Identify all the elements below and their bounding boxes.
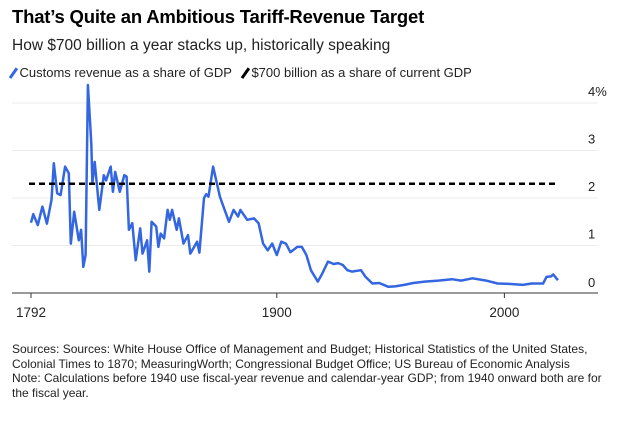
note-text: Note: Calculations before 1940 use fisca… <box>12 371 602 400</box>
legend-item-customs: Customs revenue as a share of GDP <box>8 65 232 80</box>
x-tick-label: 1792 <box>16 305 46 320</box>
y-tick-label: 0 <box>588 275 595 290</box>
chart-subtitle: How $700 billion a year stacks up, histo… <box>12 37 391 54</box>
legend: Customs revenue as a share of GDP $700 b… <box>8 65 472 80</box>
x-tick-label: 1900 <box>262 305 292 320</box>
line-chart: 4% 3 2 1 0 1792 1900 2000 <box>12 83 607 320</box>
customs-revenue-line <box>29 83 559 289</box>
sources-text: Sources: Sources: White House Office of … <box>12 342 588 371</box>
chart-notes: Sources: Sources: White House Office of … <box>12 342 617 400</box>
y-tick-label: 3 <box>588 132 595 147</box>
legend-label-customs: Customs revenue as a share of GDP <box>19 65 232 80</box>
legend-item-target: $700 billion as a share of current GDP <box>240 65 472 80</box>
legend-label-target: $700 billion as a share of current GDP <box>251 65 472 80</box>
chart-title: That’s Quite an Ambitious Tariff-Revenue… <box>12 6 425 27</box>
y-tick-label: 2 <box>588 179 595 194</box>
x-tick-label: 2000 <box>489 305 519 320</box>
y-tick-label: 4% <box>588 84 607 99</box>
y-tick-label: 1 <box>588 227 595 242</box>
